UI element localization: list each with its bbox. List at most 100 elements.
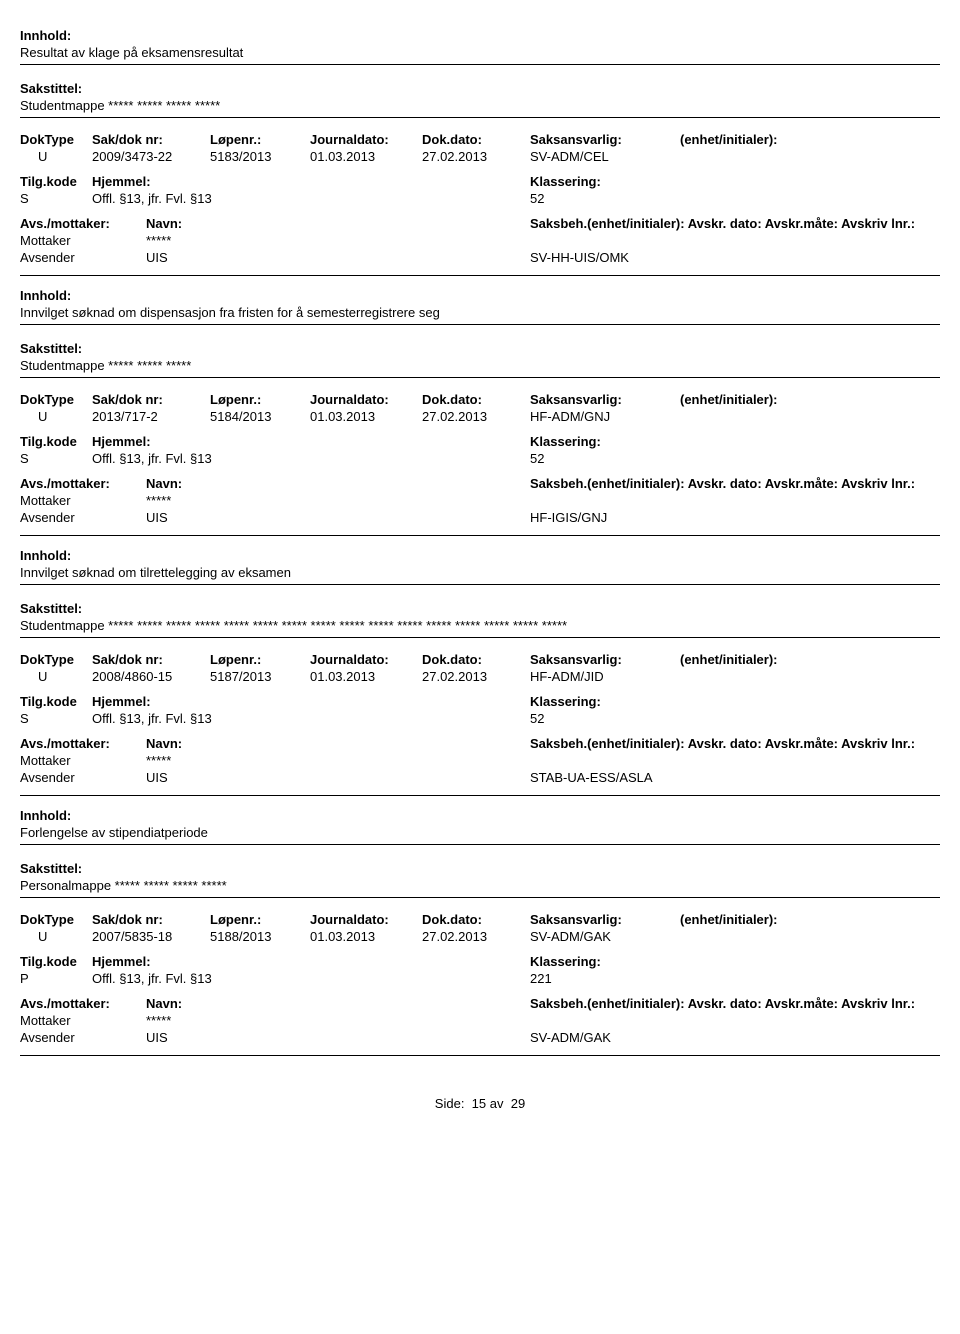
avsender-row: Avsender UIS HF-IGIS/GNJ	[20, 510, 940, 525]
col-sakdoknr: Sak/dok nr:	[92, 132, 210, 147]
avsender-label: Avsender	[20, 250, 146, 265]
dokdato-value: 27.02.2013	[422, 669, 530, 684]
sakstittel-value: Studentmappe ***** ***** ***** ***** ***…	[20, 618, 940, 633]
hjemmel-value: Offl. §13, jfr. Fvl. §13	[92, 711, 530, 726]
tilg-data-row: P Offl. §13, jfr. Fvl. §13 221	[20, 971, 940, 986]
divider	[20, 637, 940, 638]
col-enhet: (enhet/initialer):	[680, 132, 940, 147]
enhet-value	[680, 929, 940, 944]
avs-header-row: Avs./mottaker: Navn: Saksbeh.(enhet/init…	[20, 216, 940, 231]
divider	[20, 844, 940, 845]
sakdoknr-value: 2007/5835-18	[92, 929, 210, 944]
col-doktype: DokType	[20, 912, 92, 927]
avsender-label: Avsender	[20, 1030, 146, 1045]
col-doktype: DokType	[20, 652, 92, 667]
avsender-unit: SV-HH-UIS/OMK	[530, 250, 940, 265]
col-klassering: Klassering:	[530, 954, 940, 969]
journal-data-row: U 2008/4860-15 5187/2013 01.03.2013 27.0…	[20, 669, 940, 684]
tilg-header-row: Tilg.kode Hjemmel: Klassering:	[20, 434, 940, 449]
divider	[20, 117, 940, 118]
avsender-navn: UIS	[146, 770, 530, 785]
lopenr-value: 5187/2013	[210, 669, 310, 684]
journal-header-row: DokType Sak/dok nr: Løpenr.: Journaldato…	[20, 392, 940, 407]
sakstittel-label: Sakstittel:	[20, 861, 940, 876]
journal-data-row: U 2013/717-2 5184/2013 01.03.2013 27.02.…	[20, 409, 940, 424]
col-navn: Navn:	[146, 996, 530, 1011]
col-sakdoknr: Sak/dok nr:	[92, 392, 210, 407]
col-lopenr: Løpenr.:	[210, 392, 310, 407]
dokdato-value: 27.02.2013	[422, 929, 530, 944]
col-navn: Navn:	[146, 736, 530, 751]
mottaker-row: Mottaker *****	[20, 233, 940, 248]
sakstittel-label: Sakstittel:	[20, 81, 940, 96]
page-number: 15	[472, 1096, 486, 1111]
avsender-row: Avsender UIS SV-ADM/GAK	[20, 1030, 940, 1045]
journal-data-row: U 2009/3473-22 5183/2013 01.03.2013 27.0…	[20, 149, 940, 164]
record-separator	[20, 1055, 940, 1056]
innhold-value: Innvilget søknad om dispensasjon fra fri…	[20, 305, 940, 320]
enhet-value	[680, 149, 940, 164]
col-avsmottaker: Avs./mottaker:	[20, 736, 146, 751]
dokdato-value: 27.02.2013	[422, 409, 530, 424]
col-klassering: Klassering:	[530, 694, 940, 709]
sakdoknr-value: 2008/4860-15	[92, 669, 210, 684]
journaldato-value: 01.03.2013	[310, 149, 422, 164]
tilgkode-value: P	[20, 971, 92, 986]
col-dokdato: Dok.dato:	[422, 652, 530, 667]
tilgkode-value: S	[20, 451, 92, 466]
lopenr-value: 5184/2013	[210, 409, 310, 424]
doktype-value: U	[20, 669, 92, 684]
tilgkode-value: S	[20, 191, 92, 206]
enhet-value	[680, 409, 940, 424]
journal-data-row: U 2007/5835-18 5188/2013 01.03.2013 27.0…	[20, 929, 940, 944]
avsender-label: Avsender	[20, 770, 146, 785]
col-lopenr: Løpenr.:	[210, 132, 310, 147]
sakstittel-label: Sakstittel:	[20, 601, 940, 616]
col-hjemmel: Hjemmel:	[92, 694, 530, 709]
col-sakdoknr: Sak/dok nr:	[92, 912, 210, 927]
col-saksansvarlig: Saksansvarlig:	[530, 652, 680, 667]
col-tilgkode: Tilg.kode	[20, 174, 92, 189]
col-tilgkode: Tilg.kode	[20, 694, 92, 709]
innhold-value: Innvilget søknad om tilrettelegging av e…	[20, 565, 940, 580]
innhold-value: Forlengelse av stipendiatperiode	[20, 825, 940, 840]
mottaker-label: Mottaker	[20, 1013, 146, 1028]
page-total: 29	[511, 1096, 525, 1111]
avsender-unit: STAB-UA-ESS/ASLA	[530, 770, 940, 785]
saksansvarlig-value: HF-ADM/GNJ	[530, 409, 680, 424]
page-footer: Side: 15 av 29	[20, 1096, 940, 1111]
hjemmel-value: Offl. §13, jfr. Fvl. §13	[92, 451, 530, 466]
col-hjemmel: Hjemmel:	[92, 174, 530, 189]
col-enhet: (enhet/initialer):	[680, 652, 940, 667]
enhet-value	[680, 669, 940, 684]
mottaker-navn: *****	[146, 233, 530, 248]
col-klassering: Klassering:	[530, 434, 940, 449]
journal-record: Innhold: Innvilget søknad om dispensasjo…	[20, 276, 940, 536]
col-saksbeh: Saksbeh.(enhet/initialer): Avskr. dato: …	[530, 736, 940, 751]
avsender-navn: UIS	[146, 250, 530, 265]
innhold-label: Innhold:	[20, 548, 940, 563]
mottaker-row: Mottaker *****	[20, 1013, 940, 1028]
mottaker-navn: *****	[146, 1013, 530, 1028]
avsender-unit: HF-IGIS/GNJ	[530, 510, 940, 525]
journal-header-row: DokType Sak/dok nr: Løpenr.: Journaldato…	[20, 652, 940, 667]
sakstittel-value: Personalmappe ***** ***** ***** *****	[20, 878, 940, 893]
sakstittel-value: Studentmappe ***** ***** ***** *****	[20, 98, 940, 113]
col-lopenr: Løpenr.:	[210, 912, 310, 927]
col-sakdoknr: Sak/dok nr:	[92, 652, 210, 667]
col-klassering: Klassering:	[530, 174, 940, 189]
klassering-value: 221	[530, 971, 940, 986]
innhold-label: Innhold:	[20, 808, 940, 823]
avsender-row: Avsender UIS SV-HH-UIS/OMK	[20, 250, 940, 265]
mottaker-row: Mottaker *****	[20, 753, 940, 768]
col-saksbeh: Saksbeh.(enhet/initialer): Avskr. dato: …	[530, 476, 940, 491]
col-saksansvarlig: Saksansvarlig:	[530, 392, 680, 407]
saksansvarlig-value: SV-ADM/CEL	[530, 149, 680, 164]
klassering-value: 52	[530, 191, 940, 206]
col-doktype: DokType	[20, 392, 92, 407]
doktype-value: U	[20, 929, 92, 944]
sakdoknr-value: 2013/717-2	[92, 409, 210, 424]
col-tilgkode: Tilg.kode	[20, 954, 92, 969]
avs-header-row: Avs./mottaker: Navn: Saksbeh.(enhet/init…	[20, 996, 940, 1011]
col-hjemmel: Hjemmel:	[92, 434, 530, 449]
